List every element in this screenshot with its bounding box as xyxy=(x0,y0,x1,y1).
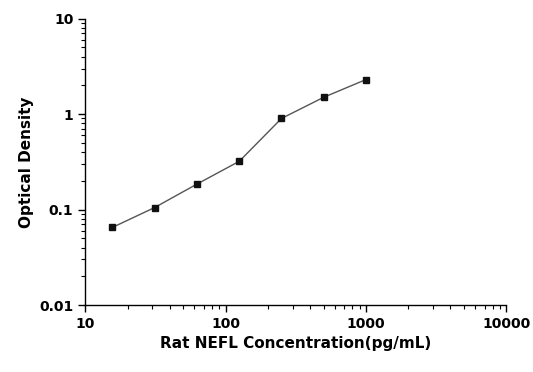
X-axis label: Rat NEFL Concentration(pg/mL): Rat NEFL Concentration(pg/mL) xyxy=(160,336,431,352)
Y-axis label: Optical Density: Optical Density xyxy=(19,96,34,228)
